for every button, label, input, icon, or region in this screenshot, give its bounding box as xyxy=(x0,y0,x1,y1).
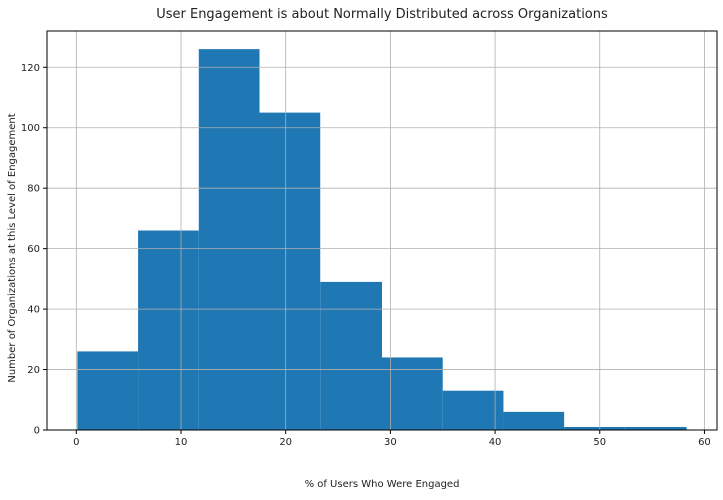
y-tick-label-5: 100 xyxy=(21,123,40,134)
histogram-bar-6 xyxy=(442,390,504,430)
y-tick-label-0: 0 xyxy=(34,426,40,437)
chart-title: User Engagement is about Normally Distri… xyxy=(156,7,608,22)
histogram-bar-0 xyxy=(77,351,139,430)
histogram-bar-4 xyxy=(320,281,382,430)
y-tick-label-4: 80 xyxy=(27,184,40,195)
x-tick-label-6: 60 xyxy=(698,437,711,448)
y-tick-label-3: 60 xyxy=(27,244,40,255)
plot-frame xyxy=(46,30,718,431)
histogram-bar-1 xyxy=(138,230,199,430)
histogram-bar-3 xyxy=(259,112,321,430)
axis-ticks: 0 10 20 30 40 50 60 0 20 40 60 80 100 120 xyxy=(21,63,711,448)
histogram-bar-7 xyxy=(503,411,565,430)
y-tick-label-6: 120 xyxy=(21,63,40,74)
x-tick-label-4: 40 xyxy=(489,437,502,448)
x-tick-label-3: 30 xyxy=(384,437,397,448)
histogram-bar-8 xyxy=(564,426,625,430)
histogram-bar-5 xyxy=(382,357,443,430)
y-tick-label-2: 40 xyxy=(27,305,40,316)
x-tick-label-5: 50 xyxy=(593,437,606,448)
histogram-bar-9 xyxy=(624,426,687,430)
x-axis-label: % of Users Who Were Engaged xyxy=(305,479,460,490)
histogram-bars xyxy=(47,31,717,431)
y-tick-label-1: 20 xyxy=(27,365,40,376)
x-tick-label-1: 10 xyxy=(175,437,188,448)
x-tick-label-0: 0 xyxy=(73,437,79,448)
y-axis-label: Number of Organizations at this Level of… xyxy=(7,113,18,382)
x-tick-label-2: 20 xyxy=(279,437,292,448)
histogram-bar-2 xyxy=(198,49,260,431)
